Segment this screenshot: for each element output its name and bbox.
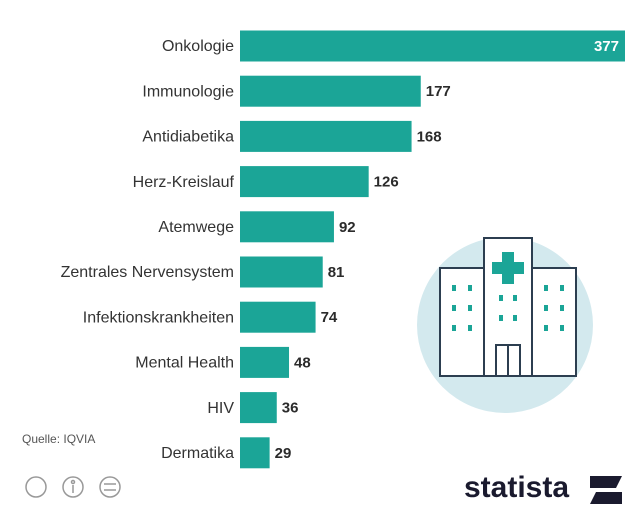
value-label: 29 [275,445,292,462]
category-label: Atemwege [158,219,234,236]
category-label: HIV [207,400,234,417]
value-label: 126 [374,174,399,191]
brand-logo [590,476,622,504]
value-label: 48 [294,354,311,371]
value-label: 81 [328,264,345,281]
source: Quelle: IQVIA [22,432,95,446]
category-label: Onkologie [162,38,234,55]
brand: statista [464,471,569,504]
value-label: 36 [282,400,299,417]
bar [240,30,625,62]
category-label: Zentrales Nervensystem [61,264,234,281]
hospital-icon [417,237,593,413]
bar [240,120,412,152]
value-label: 177 [426,83,451,100]
bar [240,346,290,378]
value-label: 377 [594,38,619,55]
category-label: Antidiabetika [142,129,234,146]
bar [240,301,316,333]
bar [240,256,323,288]
category-label: Herz-Kreislauf [133,174,235,191]
cc-icons [25,476,121,498]
bar [240,75,421,107]
bar [240,166,369,198]
category-label: Immunologie [142,83,234,100]
category-label: Mental Health [135,355,234,372]
bar [240,392,277,424]
bar [240,437,270,469]
bar [240,211,334,243]
value-label: 168 [417,128,442,145]
category-label: Infektionskrankheiten [83,309,234,326]
value-label: 74 [321,309,338,326]
category-label: Dermatika [161,445,234,462]
value-label: 92 [339,219,356,236]
